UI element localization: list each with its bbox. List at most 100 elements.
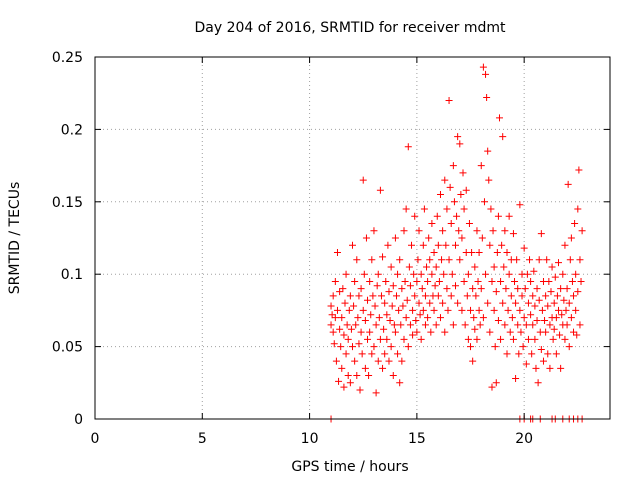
data-point <box>431 282 439 290</box>
data-point <box>508 314 516 322</box>
data-point <box>467 306 475 314</box>
data-point <box>413 277 421 285</box>
data-point <box>435 277 443 285</box>
data-point <box>524 299 532 307</box>
data-point <box>404 343 412 351</box>
data-point <box>498 241 506 249</box>
data-point <box>548 263 556 271</box>
data-point <box>330 340 338 348</box>
data-point <box>489 227 497 235</box>
data-point <box>512 299 520 307</box>
data-point <box>409 331 417 339</box>
data-point <box>403 296 411 304</box>
data-point <box>505 212 513 220</box>
data-point <box>500 263 508 271</box>
data-point <box>396 256 404 264</box>
data-point <box>561 241 569 249</box>
data-point <box>469 357 477 365</box>
data-point <box>494 212 502 220</box>
data-point <box>423 263 431 271</box>
data-point <box>571 220 579 228</box>
data-point <box>477 285 485 293</box>
data-point <box>504 306 512 314</box>
data-point <box>469 285 477 293</box>
data-point <box>411 292 419 300</box>
data-point <box>547 288 555 296</box>
data-point <box>327 321 335 329</box>
data-point <box>344 372 352 380</box>
data-point <box>544 302 552 310</box>
data-point <box>514 321 522 329</box>
data-point <box>463 292 471 300</box>
data-point <box>448 270 456 278</box>
data-point <box>420 205 428 213</box>
data-point <box>353 372 361 380</box>
data-point <box>515 350 523 358</box>
data-point <box>394 270 402 278</box>
data-point <box>492 379 500 387</box>
data-point <box>465 220 473 228</box>
data-point <box>537 230 545 238</box>
data-point <box>568 277 576 285</box>
data-point <box>454 133 462 141</box>
data-point <box>387 343 395 351</box>
data-point <box>342 270 350 278</box>
data-point <box>415 299 423 307</box>
data-point <box>565 299 573 307</box>
data-point <box>456 140 464 148</box>
data-point <box>449 162 457 170</box>
data-point <box>434 241 442 249</box>
data-point <box>518 292 526 300</box>
data-point <box>400 335 408 343</box>
data-point <box>400 227 408 235</box>
data-point <box>344 335 352 343</box>
data-point <box>544 350 552 358</box>
data-point <box>550 299 558 307</box>
data-point <box>351 357 359 365</box>
data-point <box>490 263 498 271</box>
data-point <box>530 267 538 275</box>
data-point <box>557 364 565 372</box>
data-point <box>343 321 351 329</box>
data-point <box>338 314 346 322</box>
data-point <box>502 285 510 293</box>
data-point <box>417 335 425 343</box>
data-point <box>359 176 367 184</box>
data-point <box>396 379 404 387</box>
data-point <box>501 227 509 235</box>
data-point <box>565 343 573 351</box>
data-point <box>432 263 440 271</box>
data-point <box>415 227 423 235</box>
data-point <box>421 321 429 329</box>
x-tick-label: 20 <box>515 431 533 447</box>
data-point <box>491 343 499 351</box>
data-point <box>445 256 453 264</box>
data-point <box>566 256 574 264</box>
data-point <box>425 234 433 242</box>
data-point <box>470 314 478 322</box>
data-point <box>333 248 341 256</box>
data-point <box>356 386 364 394</box>
data-point <box>483 94 491 102</box>
data-point <box>517 328 525 336</box>
data-point <box>392 292 400 300</box>
data-point <box>551 273 559 281</box>
data-point <box>389 372 397 380</box>
data-point <box>464 335 472 343</box>
data-point <box>471 263 479 271</box>
axis-ticks <box>94 56 610 420</box>
data-point <box>340 383 348 391</box>
data-point <box>383 335 391 343</box>
data-point <box>419 241 427 249</box>
data-point <box>474 277 482 285</box>
data-point <box>352 321 360 329</box>
data-point <box>375 314 383 322</box>
data-point <box>414 256 422 264</box>
data-point <box>364 296 372 304</box>
data-point <box>574 205 582 213</box>
data-point <box>361 364 369 372</box>
data-point <box>576 321 584 329</box>
data-point <box>442 241 450 249</box>
data-point <box>549 335 557 343</box>
data-point <box>520 244 528 252</box>
